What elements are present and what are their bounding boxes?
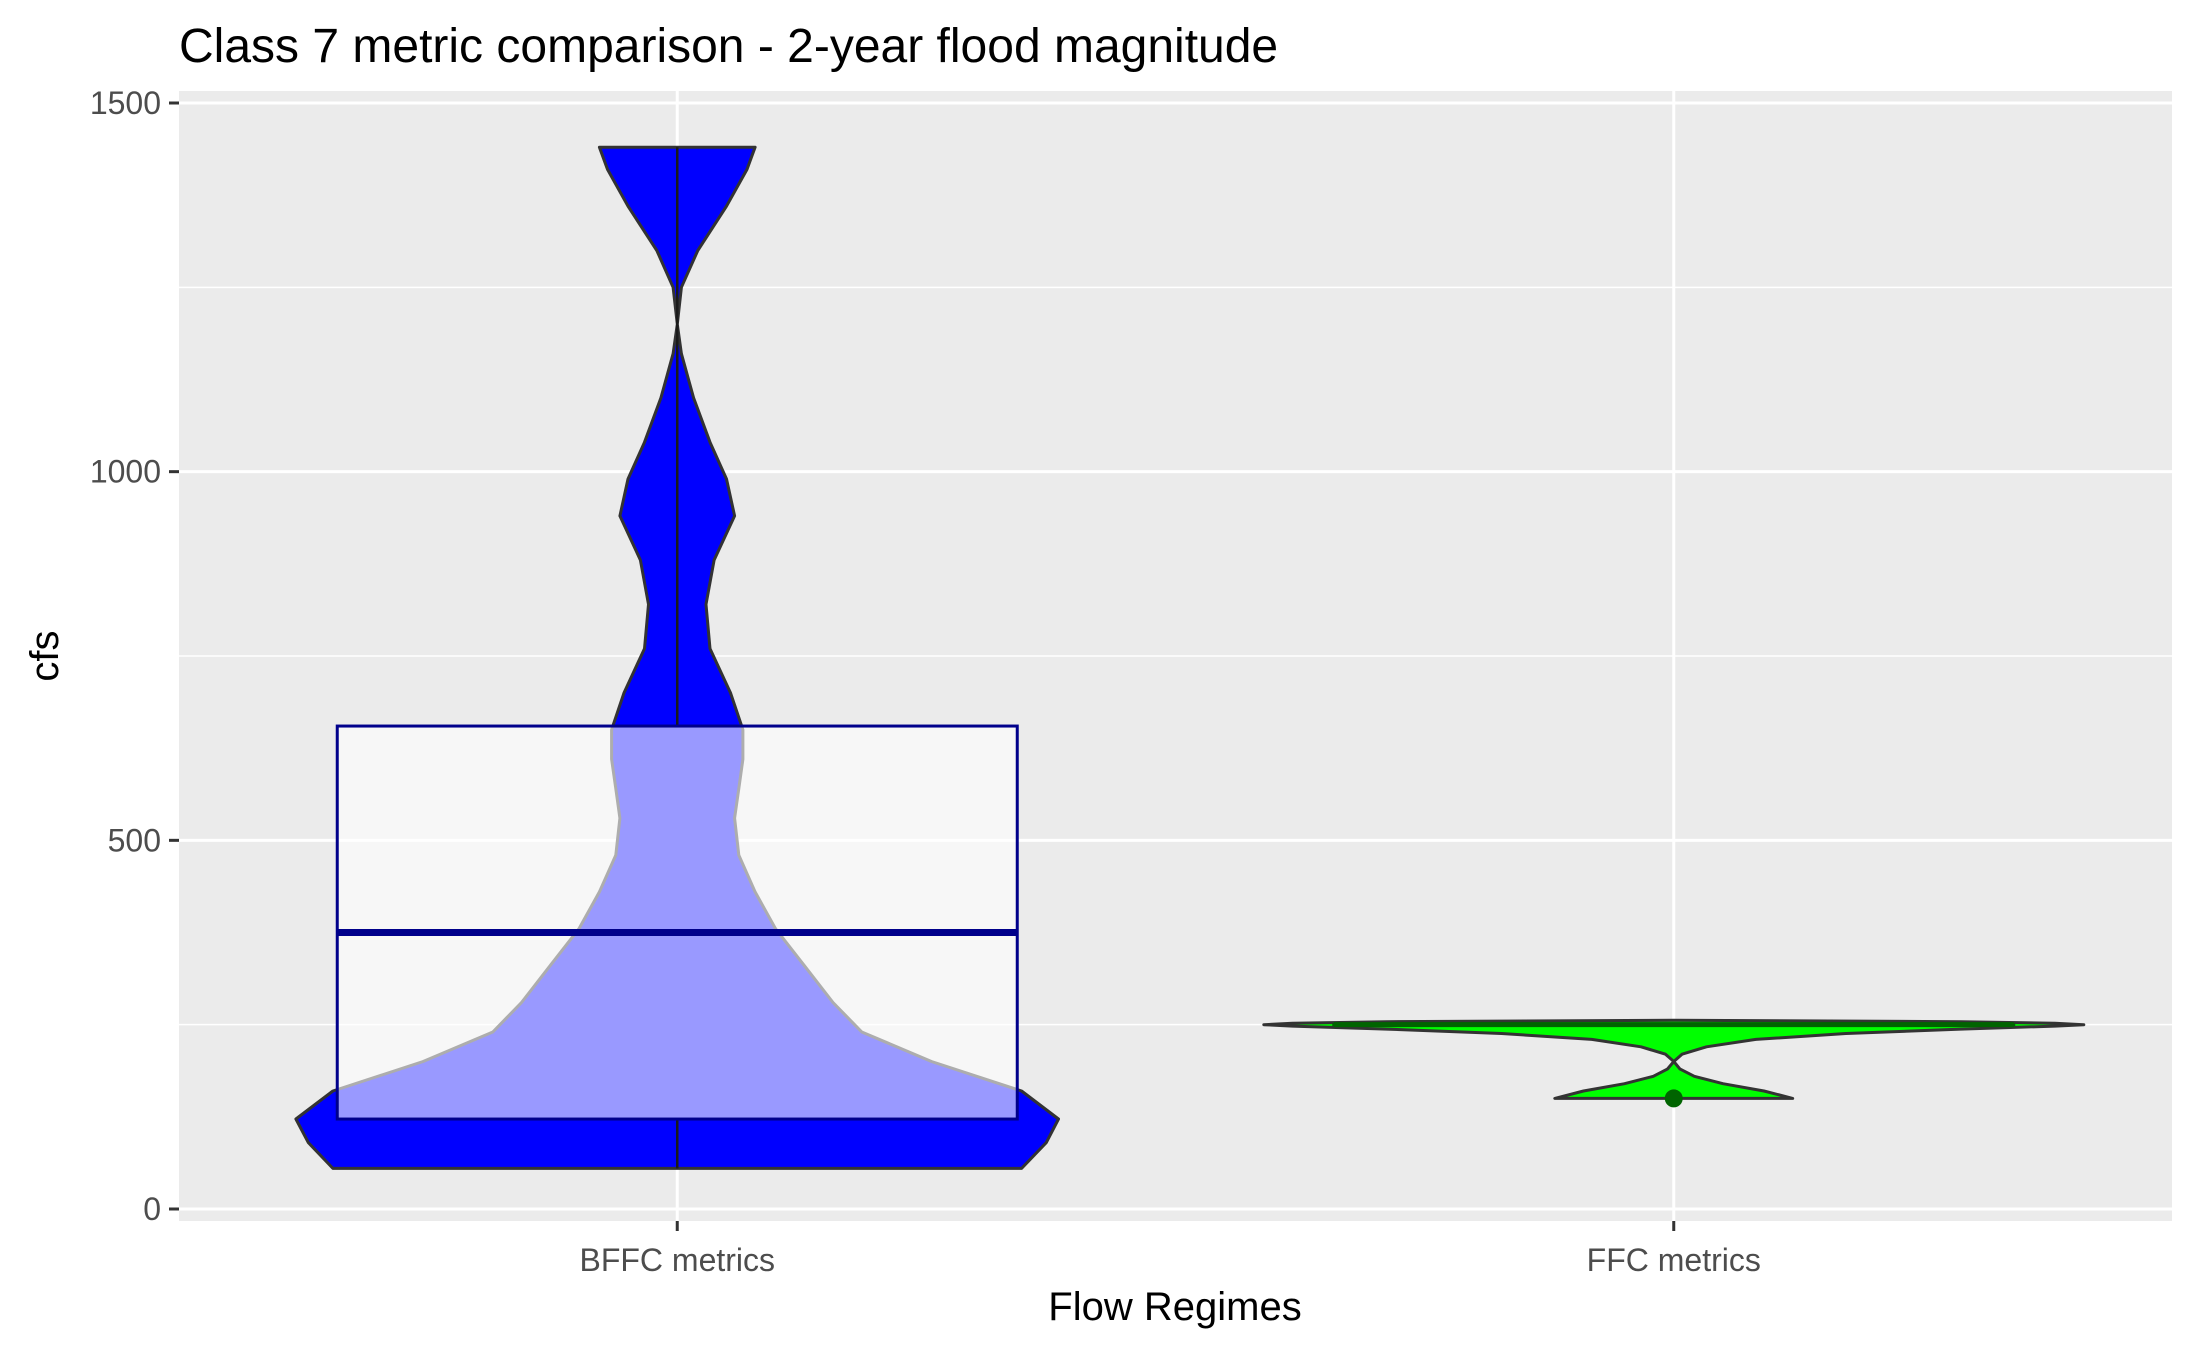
boxplots bbox=[335, 147, 2016, 1169]
violin-1 bbox=[1262, 1018, 2086, 1100]
x-axis: BFFC metrics FFC metrics bbox=[579, 1221, 1761, 1278]
chart-title: Class 7 metric comparison - 2-year flood… bbox=[179, 20, 1278, 73]
x-tick-label: FFC metrics bbox=[1587, 1242, 1761, 1278]
box-0 bbox=[335, 724, 1019, 1121]
x-tick-label: BFFC metrics bbox=[579, 1242, 775, 1278]
y-axis: 0 500 1000 1500 bbox=[90, 85, 179, 1227]
y-tick-label: 500 bbox=[108, 822, 161, 858]
y-axis-title: cfs bbox=[23, 630, 67, 681]
y-tick-label: 1000 bbox=[90, 454, 161, 490]
y-tick-label: 1500 bbox=[90, 85, 161, 121]
y-tick-label: 0 bbox=[143, 1191, 161, 1227]
outlier-point-1 bbox=[1664, 1089, 1683, 1108]
x-axis-title: Flow Regimes bbox=[1048, 1285, 1301, 1329]
